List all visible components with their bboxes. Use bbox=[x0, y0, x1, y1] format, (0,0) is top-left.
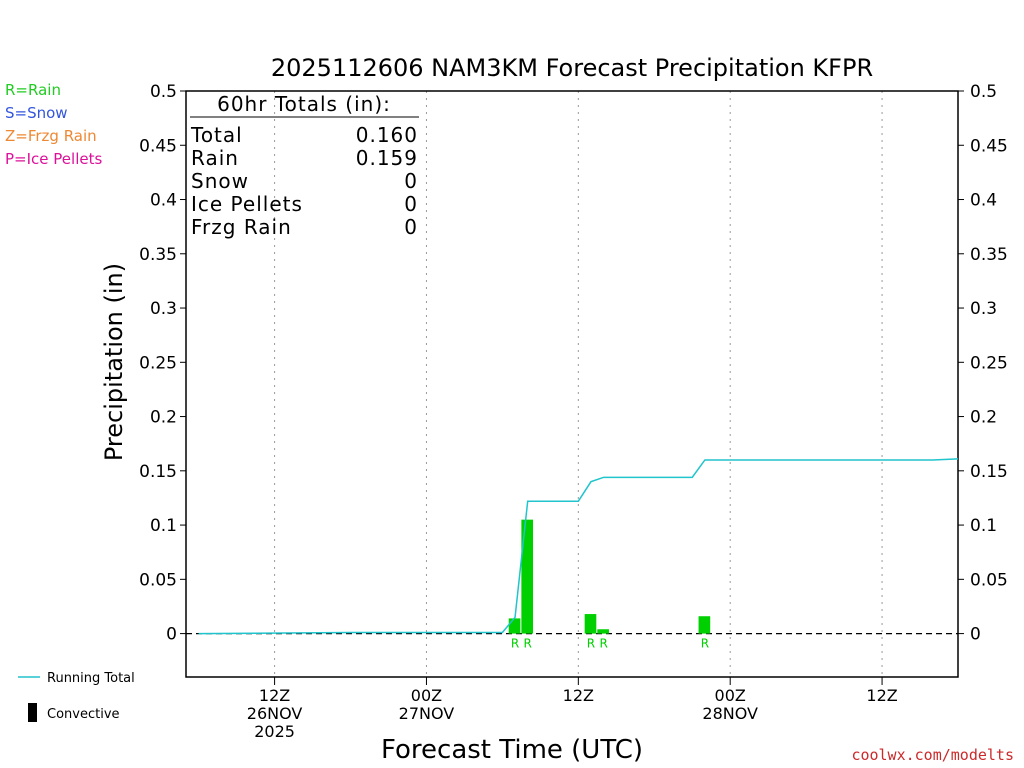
totals-row-label: Snow bbox=[191, 169, 249, 193]
y-tick-label-left: 0 bbox=[166, 625, 177, 645]
x-tick-label: 00Z bbox=[715, 686, 746, 705]
totals-header: 60hr Totals (in): bbox=[217, 92, 391, 116]
totals-row-label: Frzg Rain bbox=[191, 215, 292, 239]
totals-row-label: Ice Pellets bbox=[191, 192, 303, 216]
precip-type-legend-item: S=Snow bbox=[5, 104, 68, 122]
x-tick-label: 26NOV bbox=[247, 704, 303, 723]
totals-row-value: 0.159 bbox=[356, 146, 418, 170]
bar-type-label: R bbox=[587, 637, 595, 651]
x-tick-label: 12Z bbox=[259, 686, 290, 705]
y-tick-label-left: 0.25 bbox=[139, 353, 177, 373]
precip-bar bbox=[508, 618, 521, 634]
y-tick-label-right: 0 bbox=[970, 625, 981, 645]
y-tick-label-left: 0.5 bbox=[150, 82, 177, 102]
x-axis-label: Forecast Time (UTC) bbox=[381, 735, 643, 765]
grid-lines bbox=[274, 91, 883, 677]
y-tick-label-left: 0.4 bbox=[150, 191, 177, 211]
convective-legend-label: Convective bbox=[47, 707, 120, 722]
y-tick-label-right: 0.4 bbox=[970, 191, 997, 211]
y-tick-label-left: 0.45 bbox=[139, 136, 177, 156]
totals-row-value: 0 bbox=[404, 169, 418, 193]
x-tick-label: 27NOV bbox=[399, 704, 455, 723]
y-tick-label-right: 0.1 bbox=[970, 516, 997, 536]
y-tick-label-right: 0.5 bbox=[970, 82, 997, 102]
y-tick-label-left: 0.3 bbox=[150, 299, 177, 319]
y-tick-label-left: 0.05 bbox=[139, 570, 177, 590]
precip-bar bbox=[597, 629, 609, 634]
precip-type-legend-item: R=Rain bbox=[5, 81, 61, 99]
totals-row-value: 0 bbox=[404, 192, 418, 216]
credit-text: coolwx.com/modelts bbox=[851, 746, 1014, 764]
totals-box: 60hr Totals (in): Total 0.160 Rain 0.159 Snow… bbox=[190, 92, 419, 239]
bar-type-label: R bbox=[701, 637, 709, 651]
y-tick-label-right: 0.05 bbox=[970, 570, 1008, 590]
totals-row-value: 0 bbox=[404, 215, 418, 239]
convective-legend-swatch bbox=[28, 703, 37, 722]
bar-type-label: R bbox=[511, 637, 519, 651]
precip-type-legend-item: P=Ice Pellets bbox=[5, 150, 103, 168]
y-tick-label-left: 0.1 bbox=[150, 516, 177, 536]
x-tick-label: 2025 bbox=[254, 722, 295, 741]
y-tick-label-left: 0.15 bbox=[139, 462, 177, 482]
running-total-polyline bbox=[198, 458, 959, 635]
x-tick-label: 00Z bbox=[411, 686, 442, 705]
precip-bar bbox=[584, 614, 597, 634]
totals-row-label: Total bbox=[190, 123, 243, 147]
y-tick-label-right: 0.45 bbox=[970, 136, 1008, 156]
precip-type-legend-item: Z=Frzg Rain bbox=[5, 127, 97, 145]
x-tick-label: 12Z bbox=[866, 686, 897, 705]
chart-title: 2025112606 NAM3KM Forecast Precipitation… bbox=[271, 54, 873, 82]
y-tick-label-right: 0.3 bbox=[970, 299, 997, 319]
y-tick-label-left: 0.2 bbox=[150, 408, 177, 428]
plot-frame bbox=[185, 90, 959, 678]
precip-bar bbox=[521, 519, 534, 634]
y-tick-label-right: 0.35 bbox=[970, 245, 1008, 265]
y-tick-label-right: 0.2 bbox=[970, 408, 997, 428]
running-total-line bbox=[198, 458, 959, 635]
running-total-legend-label: Running Total bbox=[47, 671, 135, 686]
y-tick-label-right: 0.15 bbox=[970, 462, 1008, 482]
bottom-legend: Running Total Convective bbox=[18, 671, 135, 722]
y-tick-label-right: 0.25 bbox=[970, 353, 1008, 373]
precip-bar bbox=[698, 616, 711, 634]
y-tick-label-left: 0.35 bbox=[139, 245, 177, 265]
totals-row-value: 0.160 bbox=[356, 123, 418, 147]
x-tick-label: 12Z bbox=[563, 686, 594, 705]
bar-type-label: R bbox=[599, 637, 607, 651]
totals-row-label: Rain bbox=[191, 146, 239, 170]
x-tick-label: 28NOV bbox=[702, 704, 758, 723]
bar-type-label: R bbox=[524, 637, 532, 651]
y-axis-label: Precipitation (in) bbox=[100, 263, 128, 461]
